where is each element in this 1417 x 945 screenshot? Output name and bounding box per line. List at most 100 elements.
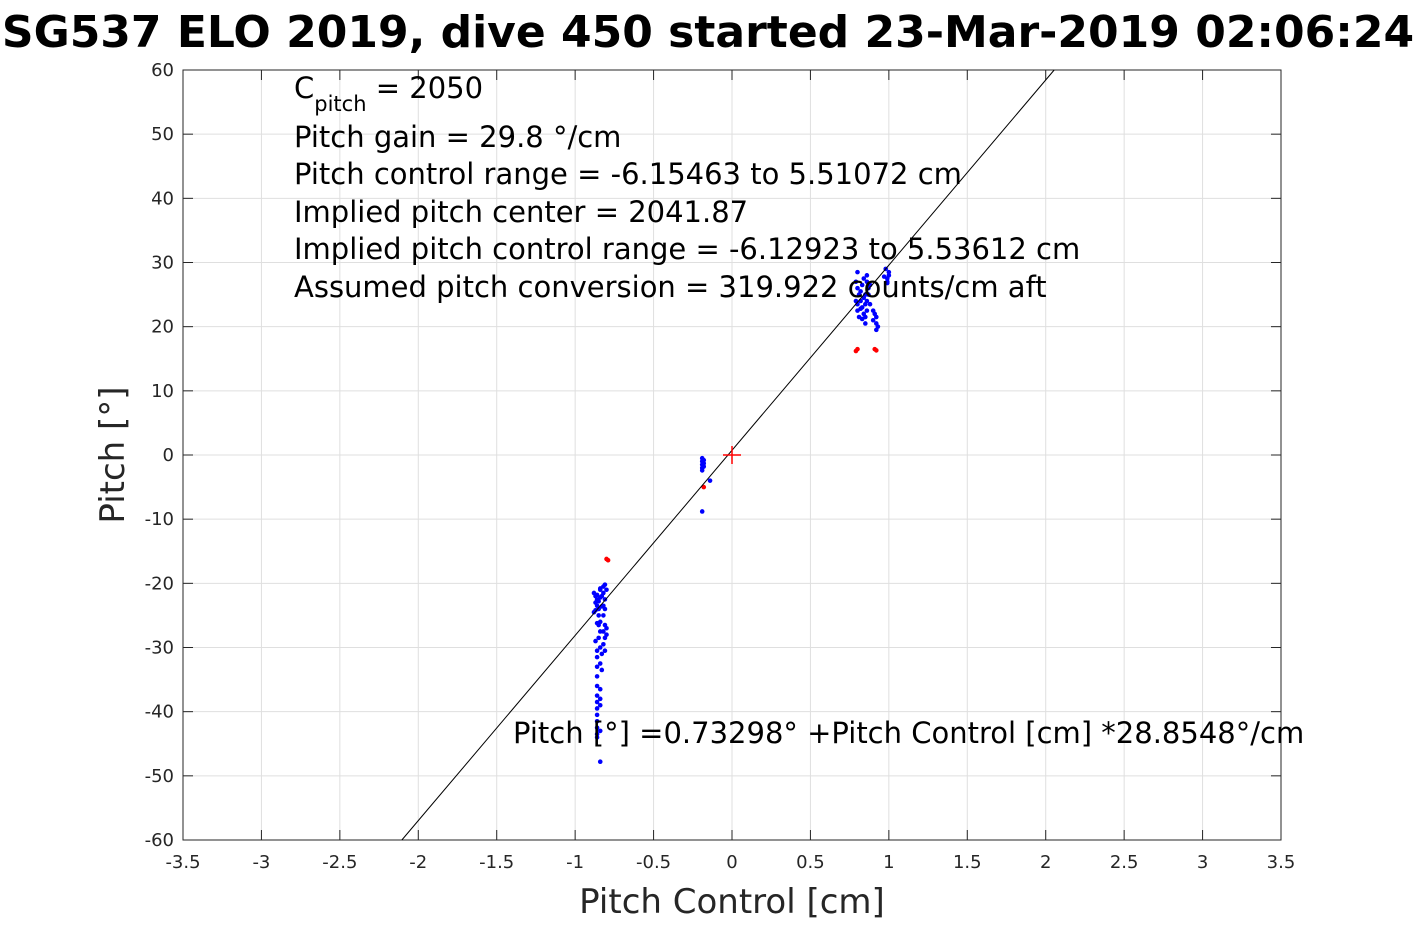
data-point <box>866 292 871 297</box>
fit-equation-label: Pitch [°] =0.73298° +Pitch Control [cm] … <box>513 716 1304 750</box>
grid-lines <box>182 69 1282 841</box>
data-point <box>594 718 600 724</box>
data-point <box>864 308 870 313</box>
x-tick-label: 1 <box>883 852 894 873</box>
data-point <box>701 461 707 466</box>
data-point <box>594 674 600 679</box>
x-tick-label: 0.5 <box>796 852 825 873</box>
data-point <box>602 582 608 587</box>
data-point <box>864 273 870 278</box>
data-point <box>701 484 707 490</box>
data-point <box>881 274 887 279</box>
y-tick-label: 0 <box>163 445 174 466</box>
data-point <box>594 693 600 698</box>
data-point <box>594 654 600 660</box>
data-point <box>864 279 870 285</box>
data-point <box>855 285 860 291</box>
chart-title: SG537 ELO 2019, dive 450 started 23-Mar-… <box>2 7 1414 58</box>
data-point <box>597 645 603 650</box>
y-tick-label: 10 <box>151 381 174 402</box>
data-point <box>601 641 606 647</box>
center-marker <box>723 446 741 464</box>
data-point <box>599 651 605 657</box>
data-point <box>855 346 860 352</box>
annotation-cpitch: Cpitch = 2050 <box>294 71 483 116</box>
data-point <box>861 276 867 281</box>
data-point <box>597 696 603 702</box>
data-point <box>596 613 601 618</box>
data-point <box>874 348 879 353</box>
data-point <box>597 728 603 734</box>
x-tick-label: 3 <box>1197 852 1208 873</box>
cpitch-subscript: pitch <box>314 92 366 116</box>
x-tick-label: 2.5 <box>1110 852 1139 873</box>
axis-ticks: -3.5 -3 -2.5 -2 -1.5 -1 -0.5 0 0.5 1 1.5 2 2.5 3 3.5 -6… <box>145 60 1296 873</box>
data-point <box>596 635 601 641</box>
data-point <box>855 269 860 275</box>
y-tick-label: 60 <box>151 60 174 81</box>
data-point <box>601 613 606 618</box>
data-point <box>874 327 879 333</box>
annotation-pitch-gain: Pitch gain = 29.8 °/cm <box>294 120 621 154</box>
data-point <box>701 457 707 463</box>
x-tick-label: -2 <box>409 852 427 873</box>
y-tick-label: -50 <box>145 766 174 787</box>
data-point <box>597 661 603 666</box>
data-point <box>874 314 879 320</box>
y-tick-label: 20 <box>151 317 174 338</box>
data-point <box>867 301 873 307</box>
data-point <box>604 556 609 562</box>
data-point <box>863 314 868 320</box>
y-tick-label: -60 <box>145 830 174 851</box>
data-point <box>599 667 605 673</box>
data-point <box>853 279 859 285</box>
x-tick-label: -3.5 <box>165 852 200 873</box>
y-tick-label: 50 <box>151 124 174 145</box>
x-tick-label: -2.5 <box>322 852 357 873</box>
cpitch-value: = 2050 <box>367 71 484 105</box>
x-axis-label: Pitch Control [cm] <box>579 882 885 922</box>
y-tick-label: -10 <box>145 509 174 530</box>
data-point <box>863 321 868 326</box>
y-axis-label: Pitch [°] <box>93 386 133 523</box>
data-point <box>594 620 600 626</box>
x-tick-label: -0.5 <box>636 852 671 873</box>
data-point <box>604 632 609 637</box>
data-point <box>699 509 705 514</box>
data-point <box>594 735 600 740</box>
data-point <box>594 725 600 731</box>
data-point <box>602 606 608 612</box>
x-tick-label: 2 <box>1040 852 1051 873</box>
data-point <box>597 629 603 634</box>
data-point <box>596 599 601 604</box>
data-point <box>597 759 603 765</box>
data-point <box>594 683 600 689</box>
data-point <box>604 625 609 631</box>
data-point <box>604 587 609 593</box>
data-point <box>594 706 600 711</box>
data-point <box>858 306 863 312</box>
y-tick-label: -20 <box>145 573 174 594</box>
data-point <box>594 712 600 718</box>
data-point <box>886 273 892 278</box>
x-tick-label: 0 <box>726 852 737 873</box>
y-tick-label: -40 <box>145 702 174 723</box>
annotation-pitch-conversion: Assumed pitch conversion = 319.922 count… <box>294 270 1047 304</box>
scatter-points <box>591 266 892 765</box>
data-point <box>699 468 705 473</box>
data-point <box>870 317 876 323</box>
y-tick-label: 40 <box>151 188 174 209</box>
x-tick-label: 1.5 <box>953 852 982 873</box>
data-point <box>594 648 600 654</box>
data-point <box>858 289 863 294</box>
cpitch-main: C <box>294 71 314 105</box>
data-point <box>594 664 600 670</box>
annotation-pitch-control-range: Pitch control range = -6.15463 to 5.5107… <box>294 157 962 191</box>
data-point <box>602 648 608 654</box>
data-point <box>594 731 600 737</box>
annotation-implied-control-range: Implied pitch control range = -6.12923 t… <box>294 232 1080 266</box>
y-tick-label: 30 <box>151 253 174 274</box>
x-tick-label: -1.5 <box>479 852 514 873</box>
data-point <box>597 702 603 708</box>
